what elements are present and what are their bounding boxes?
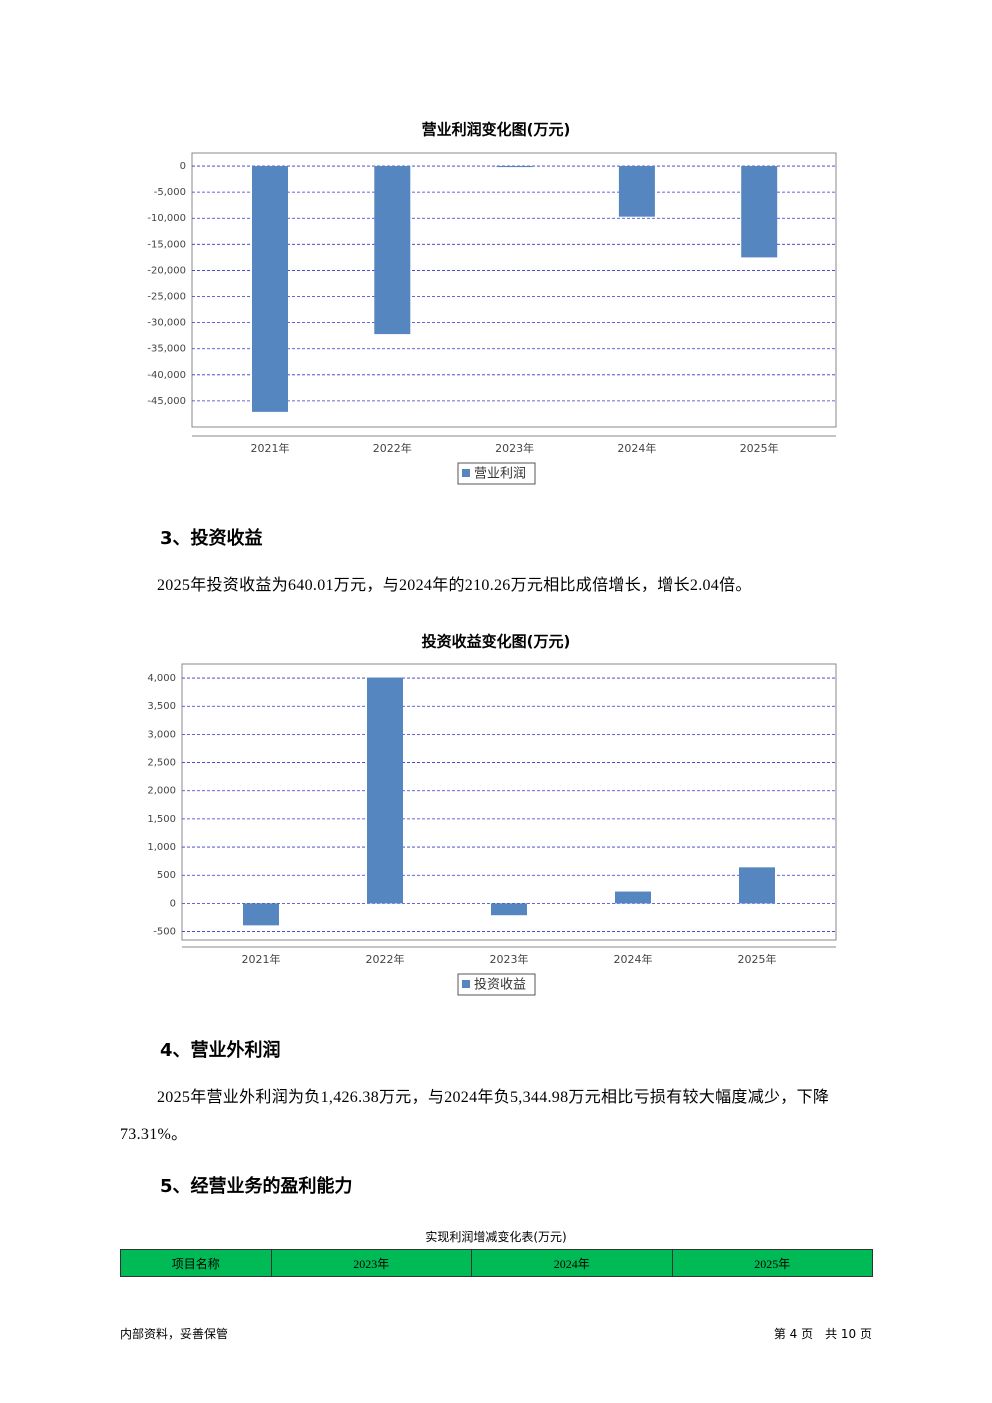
x-tick-label: 2021年 (251, 441, 290, 455)
plot-area (181, 663, 837, 941)
header-cell: 2025年 (671, 1249, 874, 1277)
y-tick-label: 3,500 (147, 701, 176, 712)
bar (496, 166, 533, 168)
bar (367, 677, 403, 904)
y-tick-label: -35,000 (147, 344, 186, 355)
bar (491, 903, 527, 916)
chart-title: 投资收益变化图(万元) (422, 633, 571, 651)
y-tick-label: -40,000 (147, 370, 186, 381)
y-tick-label: 3,000 (147, 729, 176, 740)
bar (374, 166, 411, 335)
legend-swatch (462, 980, 470, 988)
y-tick-label: -5,000 (154, 187, 186, 198)
x-tick-label: 2024年 (614, 952, 653, 966)
x-tick-label: 2023年 (490, 952, 529, 966)
legend-label: 营业利润 (474, 467, 526, 482)
y-tick-label: 4,000 (147, 673, 176, 684)
x-tick-label: 2025年 (740, 441, 779, 455)
section-heading: 3、投资收益 (160, 528, 263, 549)
plot-area (191, 152, 837, 428)
y-tick-label: 1,500 (147, 814, 176, 825)
legend-box (457, 462, 536, 485)
x-tick-label: 2022年 (366, 952, 405, 966)
x-tick-label: 2024年 (617, 441, 656, 455)
footer-left: 内部资料，妥善保管 (120, 1327, 229, 1341)
bar (243, 903, 279, 926)
y-tick-label: -500 (153, 927, 176, 938)
chart-title: 营业利润变化图(万元) (422, 121, 571, 139)
y-tick-label: 0 (180, 161, 186, 172)
footer-right: 第 4 页 共 10 页 (773, 1327, 872, 1341)
paragraph: 2025年投资收益为640.01万元，与2024年的210.26万元相比成倍增长… (157, 577, 752, 594)
paragraph: 2025年营业外利润为负1,426.38万元，与2024年负5,344.98万元… (120, 1089, 830, 1143)
y-tick-label: -20,000 (147, 265, 186, 276)
bar (618, 166, 655, 217)
header-cell: 项目名称 (120, 1249, 272, 1277)
bar (741, 166, 778, 258)
chart: 营业利润变化图(万元) 0 -5,000 -10,000 -15,000 -20,000 -… (147, 121, 837, 485)
y-tick-label: -25,000 (147, 292, 186, 303)
header-cell: 2023年 (270, 1249, 473, 1277)
x-tick-label: 2023年 (495, 441, 534, 455)
table-title: 实现利润增减变化表(万元) (425, 1230, 567, 1244)
bar (252, 166, 288, 412)
y-tick-label: 2,000 (147, 786, 176, 797)
x-tick-label: 2025年 (738, 952, 777, 966)
header-cell: 2024年 (471, 1249, 673, 1277)
y-tick-label: 0 (170, 898, 176, 909)
y-tick-label: -15,000 (147, 239, 186, 250)
bar (739, 867, 775, 904)
y-tick-label: -30,000 (147, 318, 186, 329)
y-tick-label: 500 (157, 870, 176, 881)
legend-swatch (462, 469, 470, 477)
x-tick-label: 2021年 (242, 952, 281, 966)
y-tick-label: -10,000 (147, 213, 186, 224)
chart: 投资收益变化图(万元) 4,000 3,500 3,000 2,500 2,000 1,50… (147, 633, 837, 996)
legend-box (457, 973, 536, 996)
y-tick-label: 2,500 (147, 758, 176, 769)
section-heading: 4、营业外利润 (160, 1040, 281, 1061)
bar (615, 891, 651, 904)
table: 项目名称 2023年 2024年 2025年 (120, 1249, 874, 1277)
x-tick-label: 2022年 (373, 441, 412, 455)
y-tick-label: 1,000 (147, 842, 176, 853)
legend-label: 投资收益 (474, 977, 526, 993)
section-heading: 5、经营业务的盈利能力 (160, 1176, 353, 1197)
y-tick-label: -45,000 (147, 396, 186, 407)
